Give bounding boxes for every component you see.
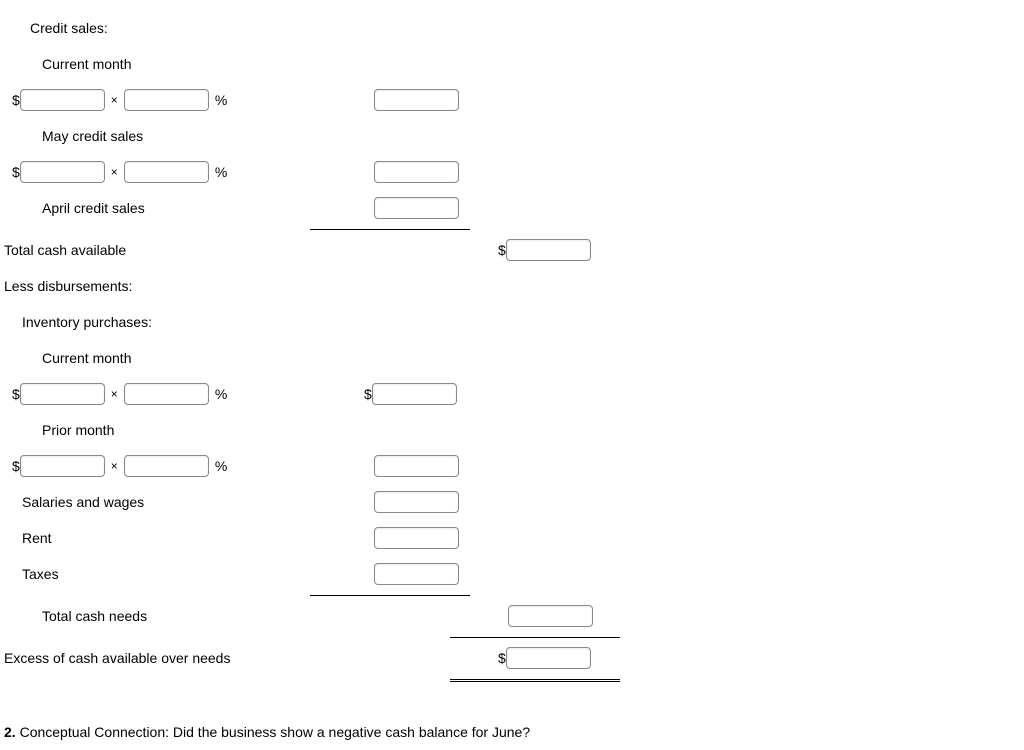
salaries-wages-label: Salaries and wages [22,494,144,510]
times-icon: × [105,93,124,107]
inv-current-result-input[interactable] [372,383,457,405]
total-cash-needs-input[interactable] [508,605,593,627]
percent-sign: % [209,164,227,180]
dollar-sign: $ [12,458,20,474]
taxes-label: Taxes [22,566,59,582]
dollar-sign: $ [12,164,20,180]
current-month-credit-percent-input[interactable] [124,89,209,111]
underline [450,637,620,638]
april-credit-result-input[interactable] [374,197,459,219]
inv-current-percent-input[interactable] [124,383,209,405]
inv-prior-amount-input[interactable] [20,455,105,477]
current-month-credit-amount-input[interactable] [20,89,105,111]
dollar-sign: $ [12,386,20,402]
question-2: 2. Conceptual Connection: Did the busine… [0,724,1024,740]
inv-prior-result-input[interactable] [374,455,459,477]
rent-input[interactable] [374,527,459,549]
double-underline [450,679,620,682]
may-credit-percent-input[interactable] [124,161,209,183]
dollar-sign: $ [12,92,20,108]
percent-sign: % [209,386,227,402]
credit-sales-label: Credit sales: [30,20,108,36]
dollar-sign: $ [364,386,372,402]
dollar-sign: $ [498,650,506,666]
april-credit-sales-label: April credit sales [42,200,145,216]
prior-month-label: Prior month [42,422,114,438]
percent-sign: % [209,92,227,108]
underline [310,595,470,596]
question-text: Conceptual Connection: Did the business … [20,724,531,740]
total-cash-available-input[interactable] [506,239,591,261]
underline [310,229,470,230]
may-credit-sales-label: May credit sales [42,128,143,144]
less-disbursements-label: Less disbursements: [4,278,132,294]
question-number: 2. [4,724,16,740]
current-month-1-label: Current month [42,56,131,72]
current-month-2-label: Current month [42,350,131,366]
total-cash-needs-label: Total cash needs [42,608,147,624]
current-month-credit-result-input[interactable] [374,89,459,111]
total-cash-available-label: Total cash available [4,242,126,258]
rent-label: Rent [22,530,52,546]
salaries-wages-input[interactable] [374,491,459,513]
dollar-sign: $ [498,242,506,258]
may-credit-result-input[interactable] [374,161,459,183]
may-credit-amount-input[interactable] [20,161,105,183]
excess-input[interactable] [506,647,591,669]
times-icon: × [105,459,124,473]
excess-label: Excess of cash available over needs [4,650,230,666]
inventory-purchases-label: Inventory purchases: [22,314,152,330]
inv-current-amount-input[interactable] [20,383,105,405]
inv-prior-percent-input[interactable] [124,455,209,477]
times-icon: × [105,387,124,401]
times-icon: × [105,165,124,179]
percent-sign: % [209,458,227,474]
taxes-input[interactable] [374,563,459,585]
